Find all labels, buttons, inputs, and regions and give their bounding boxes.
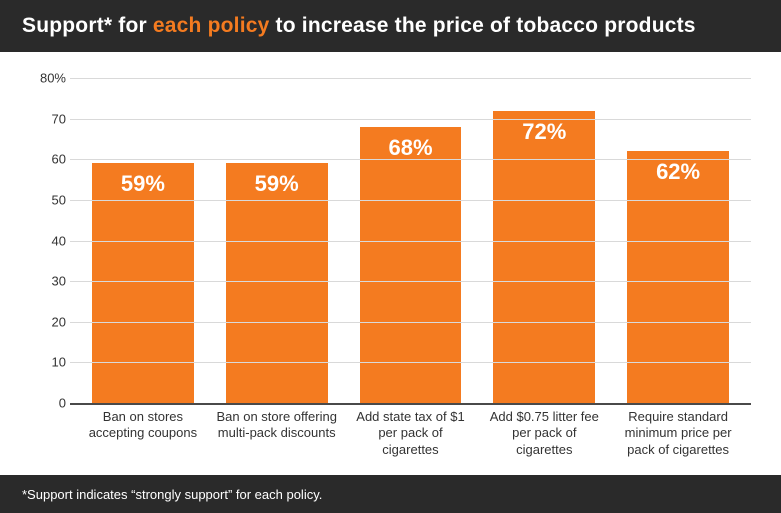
gridline [70, 159, 751, 160]
y-tick-label: 80% [30, 71, 66, 86]
chart-title: Support* for each policy to increase the… [0, 0, 781, 52]
x-tick-label: Add $0.75 litter fee per pack of cigaret… [477, 409, 611, 465]
title-prefix: Support* for [22, 14, 153, 37]
title-accent: each policy [153, 14, 270, 37]
y-tick-label: 20 [30, 314, 66, 329]
y-tick-label: 40 [30, 233, 66, 248]
gridline [70, 200, 751, 201]
chart-footnote: *Support indicates “strongly support” fo… [0, 475, 781, 513]
x-tick-label: Add state tax of $1 per pack of cigarett… [344, 409, 478, 465]
gridline [70, 241, 751, 242]
x-tick-label: Ban on stores accepting coupons [76, 409, 210, 465]
y-tick-label: 70 [30, 111, 66, 126]
chart-card: Support* for each policy to increase the… [0, 0, 781, 513]
bar-value-label: 62% [627, 159, 729, 185]
x-tick-label: Ban on store offering multi-pack discoun… [210, 409, 344, 465]
bar: 72% [493, 111, 595, 404]
bar-chart: 59%59%68%72%62% 01020304050607080% Ban o… [70, 78, 751, 465]
gridline [70, 362, 751, 363]
bar: 62% [627, 151, 729, 403]
title-suffix: to increase the price of tobacco product… [270, 14, 696, 37]
y-tick-label: 60 [30, 152, 66, 167]
bar-value-label: 59% [226, 171, 328, 197]
bar-value-label: 72% [493, 119, 595, 145]
x-tick-label: Require standard minimum price per pack … [611, 409, 745, 465]
gridline [70, 78, 751, 79]
x-axis-labels: Ban on stores accepting couponsBan on st… [70, 403, 751, 465]
bar-value-label: 68% [360, 135, 462, 161]
gridline [70, 322, 751, 323]
gridline [70, 281, 751, 282]
plot-region: 59%59%68%72%62% 01020304050607080% [70, 78, 751, 403]
y-tick-label: 50 [30, 192, 66, 207]
y-tick-label: 30 [30, 274, 66, 289]
bar-value-label: 59% [92, 171, 194, 197]
chart-area: 59% 59% 68% 72% 62% 0 10 20 30 40 50 60 70 80% Ban o… [0, 60, 781, 465]
y-tick-label: 10 [30, 355, 66, 370]
gridline [70, 119, 751, 120]
footnote-text: *Support indicates “strongly support” fo… [22, 487, 322, 502]
y-tick-label: 0 [30, 396, 66, 411]
